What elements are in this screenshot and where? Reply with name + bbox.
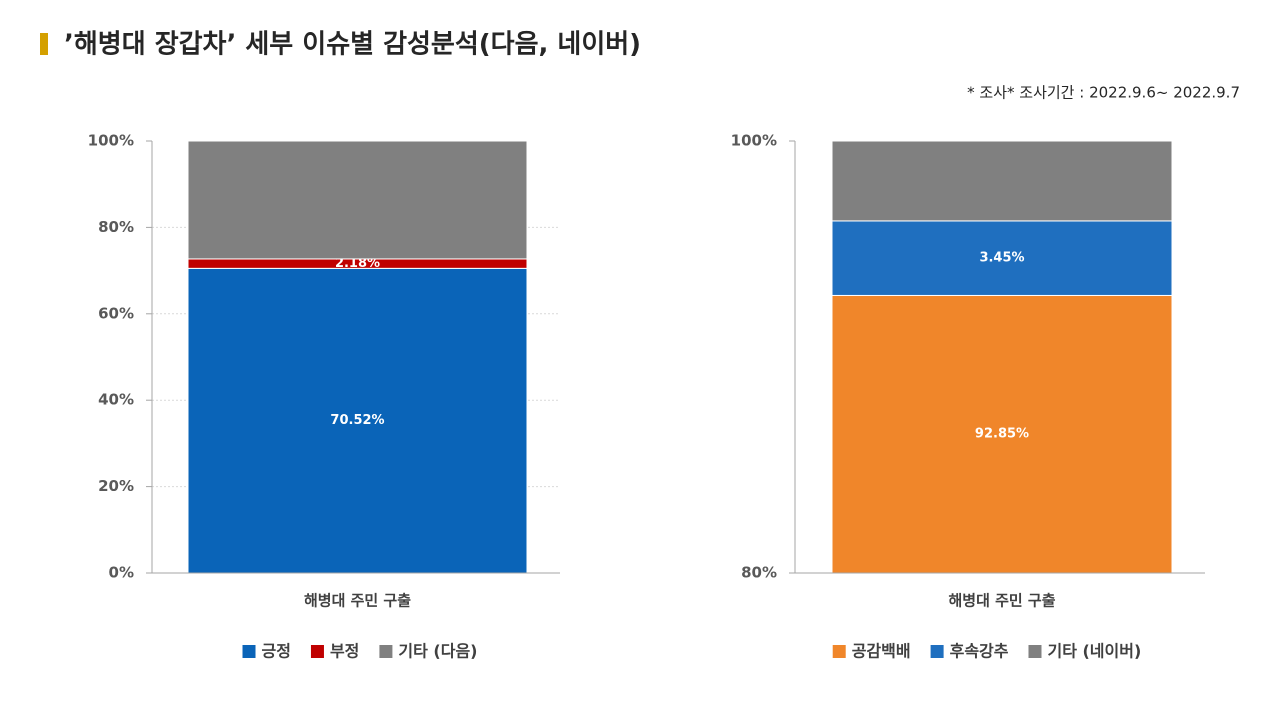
legend-swatch <box>1028 645 1042 658</box>
y-tick-label: 100% <box>88 132 134 150</box>
legend-swatch <box>832 645 846 658</box>
legend-label: 긍정 <box>262 642 291 661</box>
legend-swatch <box>930 645 944 658</box>
bar-segment <box>187 267 528 574</box>
legend-swatch <box>310 645 324 658</box>
bar-segment <box>831 140 1173 222</box>
data-label: 3.45% <box>979 251 1024 266</box>
data-label: 92.85% <box>975 427 1029 442</box>
y-tick-label: 80% <box>741 564 777 582</box>
legend-label: 기타 (다음) <box>398 642 477 661</box>
bar-segment <box>187 140 528 260</box>
y-tick-label: 80% <box>98 218 134 236</box>
legend-label: 부정 <box>330 642 359 661</box>
legend-label: 기타 (네이버) <box>1047 642 1141 661</box>
y-tick-label: 100% <box>731 132 777 150</box>
page-title: ’해병대 장갑차’ 세부 이슈별 감성분석(다음, 네이버) <box>64 30 641 60</box>
bar-segment <box>831 294 1173 574</box>
legend-swatch <box>242 645 256 658</box>
data-label: 2.18% <box>335 256 380 271</box>
y-tick-label: 0% <box>109 564 134 582</box>
bar-segment <box>831 220 1173 296</box>
y-tick-label: 20% <box>98 477 134 495</box>
data-label: 70.52% <box>330 413 384 428</box>
legend-label: 후속강추 <box>950 642 1009 661</box>
x-tick-label: 해병대 주민 구출 <box>948 592 1055 610</box>
y-tick-label: 60% <box>98 304 134 322</box>
y-tick-label: 40% <box>98 391 134 409</box>
title-marker <box>40 33 48 55</box>
legend-label: 공감백배 <box>852 642 911 661</box>
legend-swatch <box>379 645 393 658</box>
x-tick-label: 해병대 주민 구출 <box>304 592 411 610</box>
survey-note: * 조사* 조사기간 : 2022.9.6~ 2022.9.7 <box>967 84 1240 102</box>
